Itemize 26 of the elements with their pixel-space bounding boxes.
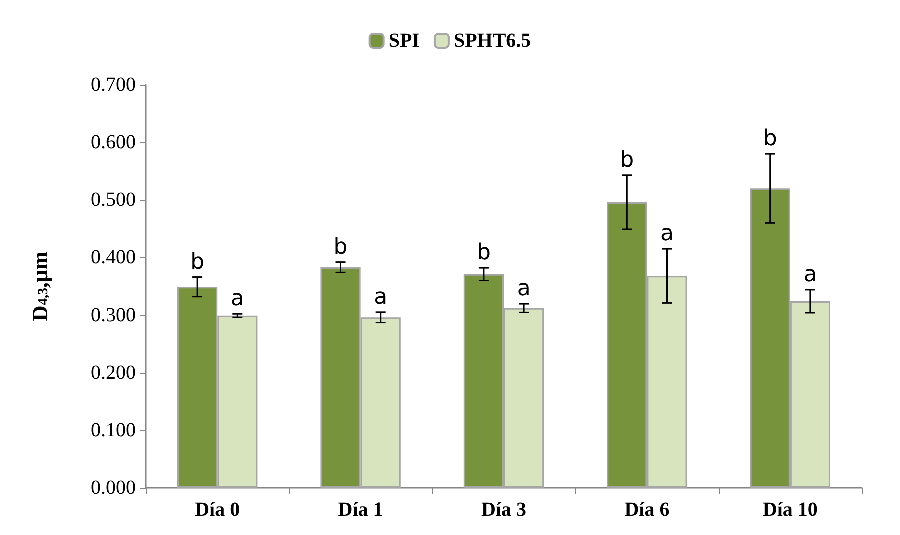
- annotation: a: [517, 276, 531, 302]
- y-tick-label: 0.500: [91, 189, 136, 212]
- annotation: a: [374, 284, 388, 310]
- y-tick-label: 0.400: [91, 246, 136, 269]
- annotation: b: [763, 126, 778, 152]
- x-tick-label: Día 6: [624, 499, 670, 521]
- x-tick-label: Día 0: [195, 499, 240, 521]
- legend-label: SPHT6.5: [454, 30, 532, 52]
- annotation: b: [620, 148, 634, 173]
- annotation: a: [804, 262, 818, 288]
- y-tick-label: 0.600: [91, 132, 136, 154]
- y-tick-label: 0.300: [91, 304, 136, 326]
- annotation: b: [334, 234, 348, 260]
- y-tick-label: 0.700: [91, 74, 136, 96]
- annotation: b: [190, 250, 205, 275]
- annotation: a: [660, 222, 674, 247]
- x-tick-label: Día 1: [338, 499, 384, 521]
- legend-label: SPI: [388, 30, 420, 52]
- y-axis-title: D4,3,µm: [28, 252, 52, 322]
- y-tick-label: 0.000: [91, 477, 136, 499]
- x-tick-label: Día 10: [762, 499, 818, 521]
- y-tick-label: 0.200: [91, 362, 136, 384]
- annotation: a: [230, 286, 244, 312]
- y-tick-label: 0.100: [91, 419, 136, 442]
- annotation: b: [476, 240, 491, 266]
- x-tick-label: Día 3: [482, 499, 526, 521]
